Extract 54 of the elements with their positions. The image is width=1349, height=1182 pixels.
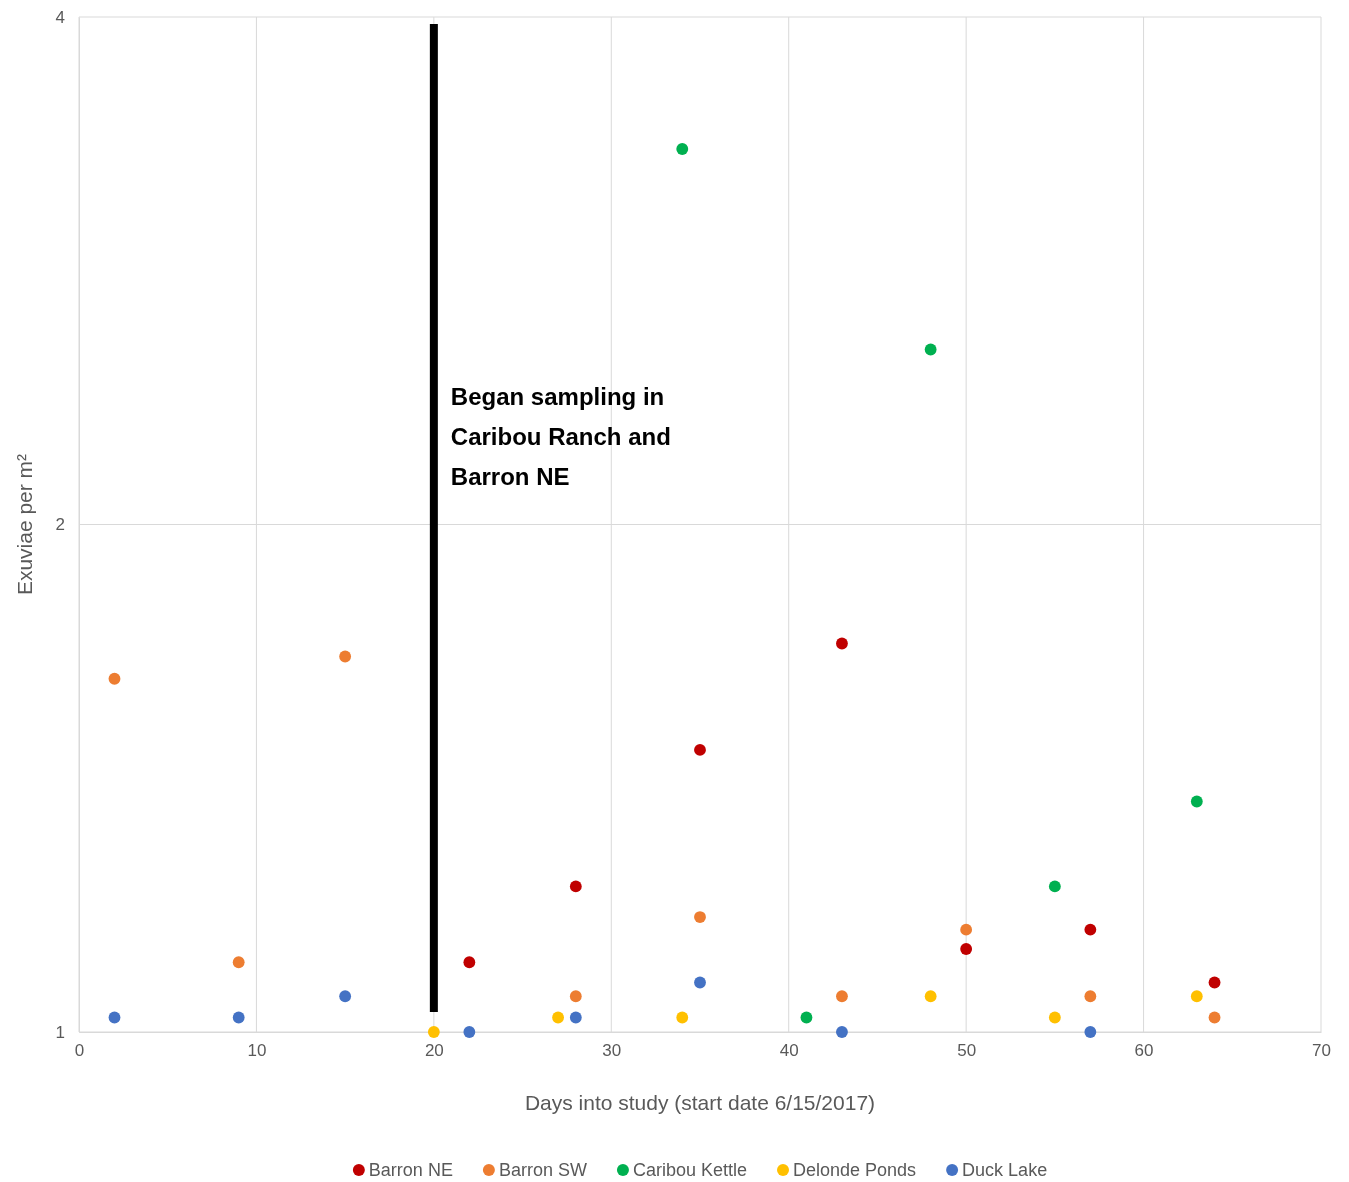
x-tick-label: 20 xyxy=(424,1041,444,1061)
point xyxy=(463,956,476,969)
x-tick-label: 60 xyxy=(1134,1041,1154,1061)
point xyxy=(108,1011,121,1024)
x-tick-label: 40 xyxy=(779,1041,799,1061)
point xyxy=(960,923,973,936)
x-tick-label: 0 xyxy=(74,1041,85,1061)
point xyxy=(676,1011,689,1024)
legend-label: Duck Lake xyxy=(962,1160,1048,1180)
legend-label: Barron NE xyxy=(368,1160,453,1180)
y-tick-label: 4 xyxy=(55,7,65,27)
x-axis-title: Days into study (start date 6/15/2017) xyxy=(524,1091,876,1114)
x-tick-label: 70 xyxy=(1312,1041,1331,1061)
point xyxy=(1084,923,1097,936)
point xyxy=(924,343,937,356)
point xyxy=(1084,990,1097,1003)
point xyxy=(836,990,848,1003)
point xyxy=(232,956,245,969)
point xyxy=(694,744,706,756)
legend-label: Delonde Ponds xyxy=(793,1160,917,1180)
x-tick-label: 10 xyxy=(247,1041,267,1061)
point xyxy=(676,143,689,155)
legend-label: Barron SW xyxy=(498,1160,587,1180)
point xyxy=(836,637,848,650)
x-tick-label: 30 xyxy=(602,1041,622,1061)
point xyxy=(339,990,352,1003)
point xyxy=(1208,1011,1221,1024)
point xyxy=(694,911,706,923)
point xyxy=(427,1026,440,1038)
y-axis-title: Exuviae per m² xyxy=(13,453,36,596)
point xyxy=(339,650,352,663)
point xyxy=(1048,1011,1061,1024)
point xyxy=(569,880,582,893)
point xyxy=(463,1026,476,1038)
point xyxy=(1208,976,1221,989)
point xyxy=(960,943,973,955)
point xyxy=(800,1011,813,1024)
point xyxy=(108,672,121,685)
point xyxy=(552,1011,564,1024)
point xyxy=(1084,1026,1097,1038)
x-tick-label: 50 xyxy=(957,1041,977,1061)
point xyxy=(1048,880,1061,893)
point xyxy=(1190,990,1203,1003)
legend-label: Caribou Kettle xyxy=(632,1160,748,1180)
y-tick-label: 2 xyxy=(55,515,65,535)
point xyxy=(836,1026,848,1038)
y-tick-label: 1 xyxy=(55,1022,65,1042)
point xyxy=(569,990,582,1003)
point xyxy=(232,1011,245,1024)
point xyxy=(1190,795,1203,808)
point xyxy=(569,1011,582,1024)
point xyxy=(924,990,937,1003)
ref-line-label: Began sampling in Caribou Ranch and Barron NE xyxy=(450,383,671,490)
point xyxy=(694,976,706,989)
